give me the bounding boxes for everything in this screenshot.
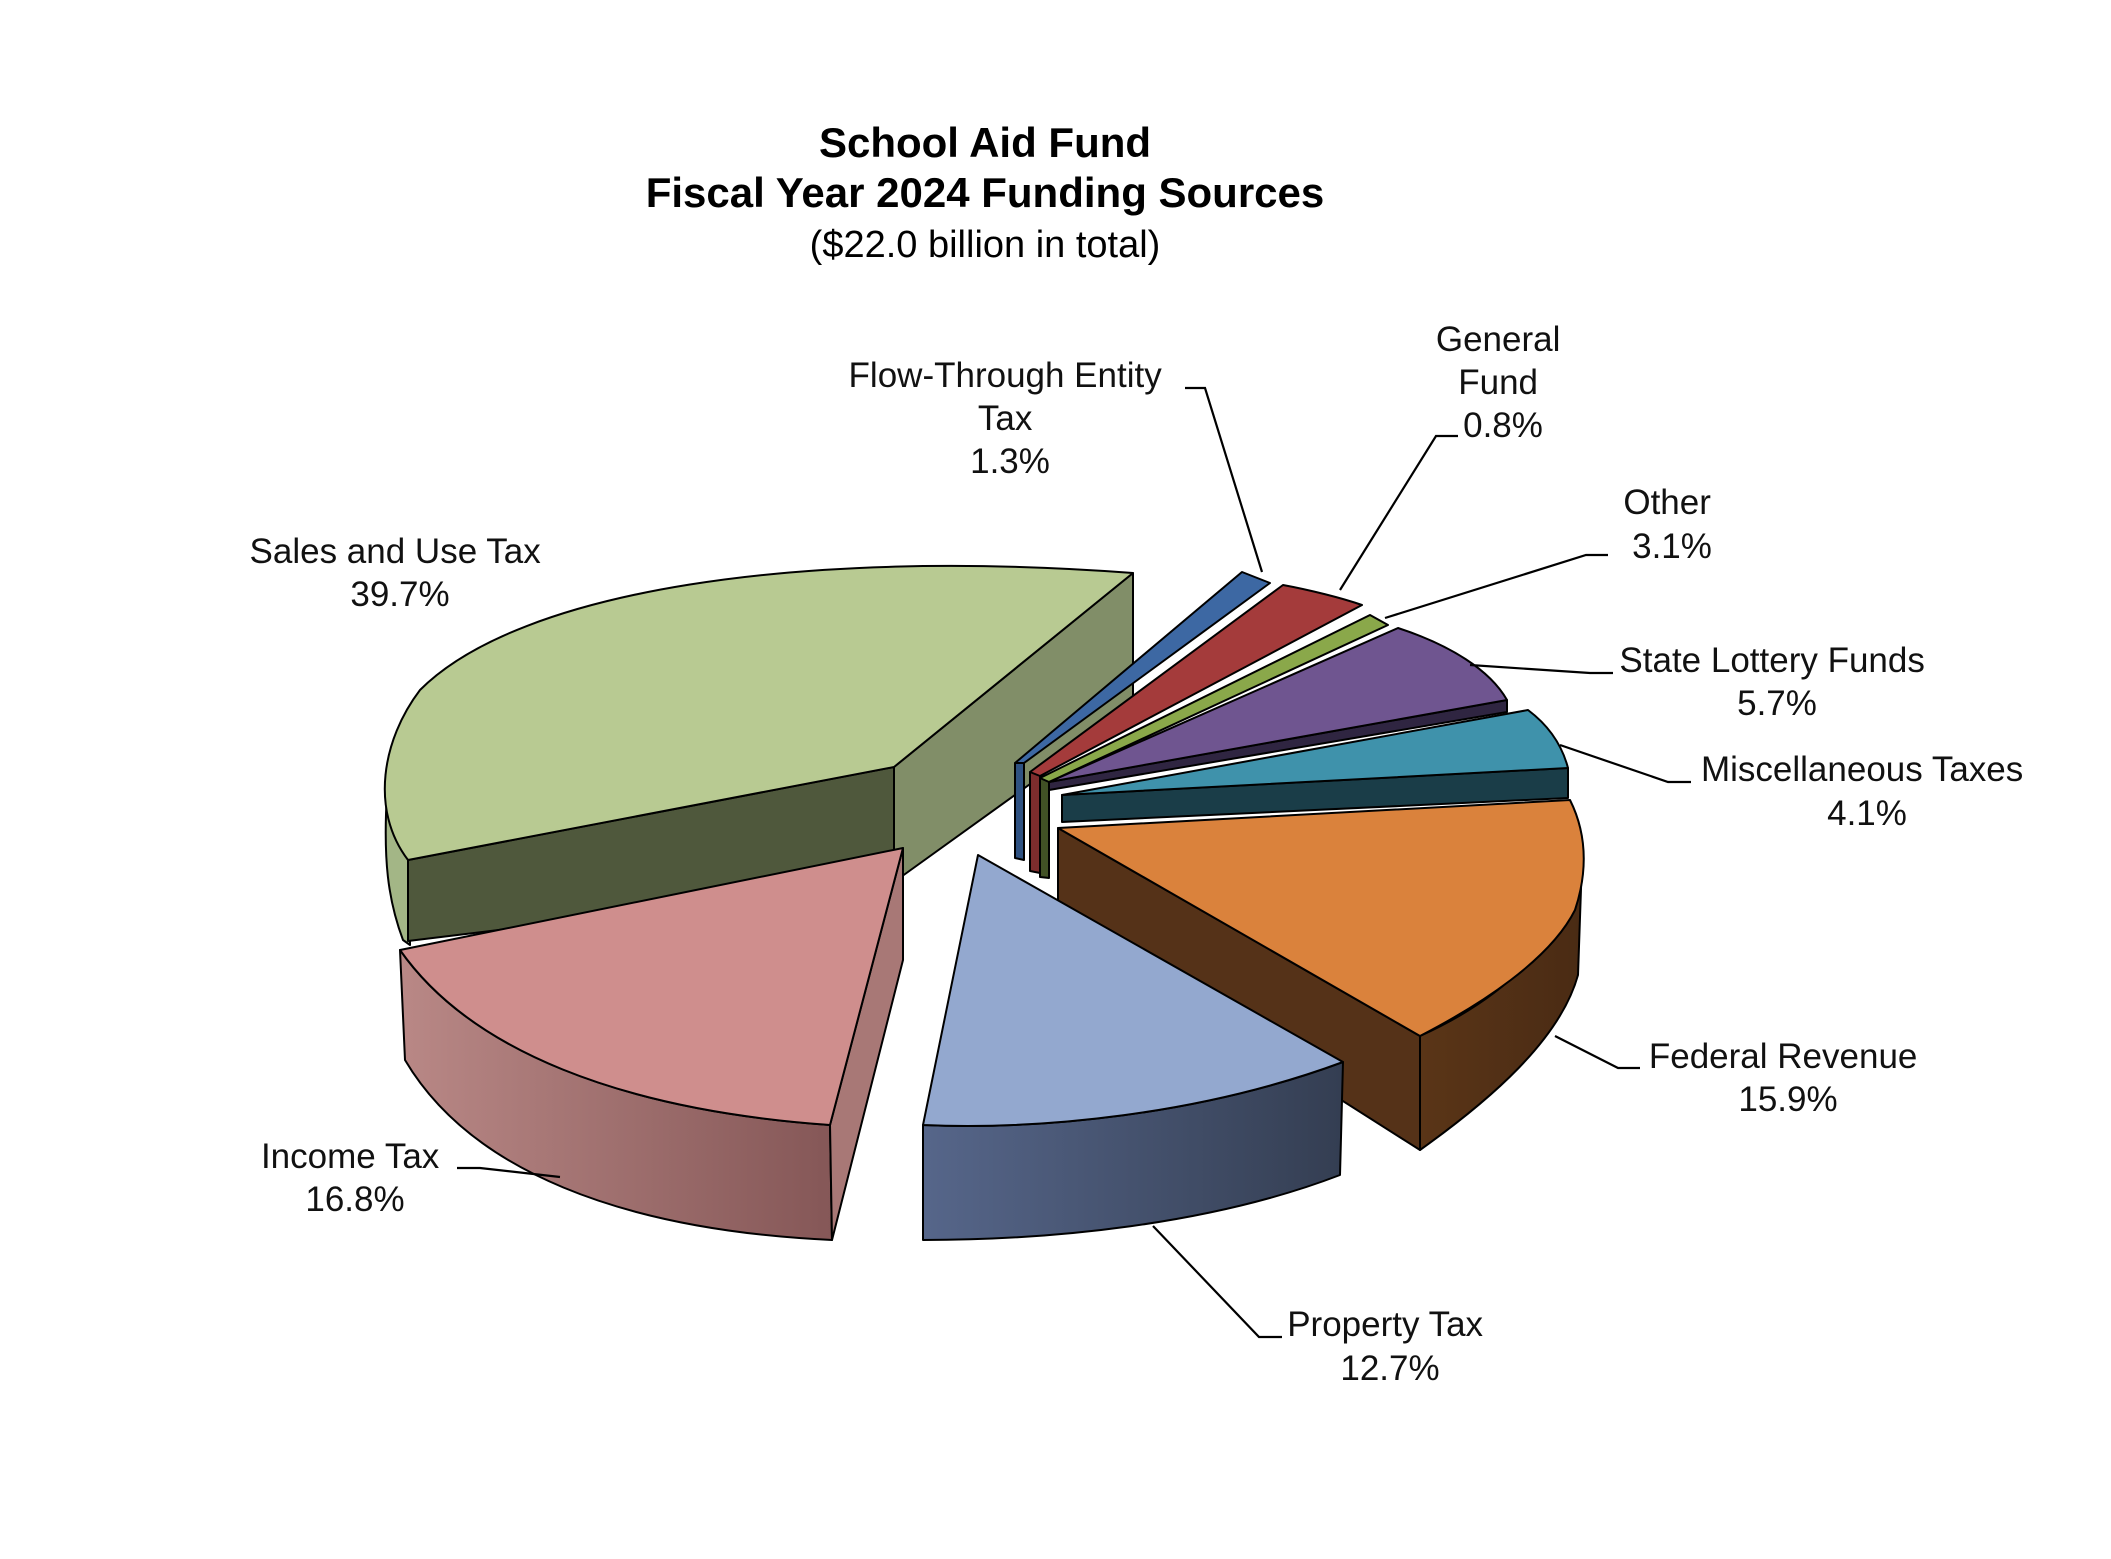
leader-misc [1559, 743, 1691, 784]
slice-misc-top [1061, 709, 1569, 796]
chart-subtitle: ($22.0 billion in total) [810, 224, 1161, 266]
slice-other-top [1039, 614, 1389, 783]
chart-title-line2: Fiscal Year 2024 Funding Sources [646, 169, 1325, 216]
label-income: Income Tax 16.8% [261, 1137, 449, 1219]
pie-slice-general-fund [1029, 584, 1363, 874]
leader-ftet [1185, 386, 1264, 573]
slice-income-top [399, 847, 904, 1126]
slice-genfund-side [1029, 771, 1041, 874]
pie-slice-miscellaneous-taxes [1061, 709, 1569, 823]
leader-income [457, 1166, 561, 1179]
leader-other [1384, 553, 1608, 620]
slice-federal-top [1057, 799, 1585, 1037]
slice-ftet-top [1014, 571, 1271, 764]
label-sales: Sales and Use Tax 39.7% [250, 532, 551, 614]
slice-property-top [922, 854, 1344, 1127]
pie-slice-flow-through-entity-tax [1014, 571, 1271, 861]
pie-slice-state-lottery-funds [1048, 627, 1508, 791]
slice-other-side [1039, 777, 1050, 879]
slice-ftet-side [1014, 762, 1025, 861]
leader-federal [1554, 1035, 1640, 1070]
pie-slice-other [1039, 614, 1389, 879]
pie-slice-sales-and-use-tax [383, 564, 1134, 946]
slice-genfund-top [1029, 584, 1363, 777]
pie-slice-income-tax [399, 847, 904, 1241]
pie-slice-property-tax [922, 854, 1344, 1241]
label-genfund: General Fund 0.8% [1436, 320, 1570, 445]
label-federal: Federal Revenue 15.9% [1649, 1037, 1927, 1119]
slice-labels: Sales and Use Tax 39.7% Flow-Through Ent… [250, 320, 2033, 1388]
label-ftet: Flow-Through Entity Tax 1.3% [849, 356, 1172, 481]
leader-genfund [1339, 434, 1458, 591]
label-other: Other 3.1% [1623, 483, 1720, 566]
label-property: Property Tax 12.7% [1287, 1305, 1493, 1388]
leader-lottery [1469, 663, 1613, 675]
chart-title: School Aid Fund [819, 119, 1151, 166]
slice-sales-top [383, 564, 1134, 861]
label-misc: Miscellaneous Taxes 4.1% [1701, 750, 2033, 833]
leader-lines [457, 386, 1691, 1339]
slice-lottery-top [1048, 627, 1508, 783]
label-lottery: State Lottery Funds 5.7% [1619, 641, 1934, 723]
leader-property [1152, 1225, 1282, 1339]
